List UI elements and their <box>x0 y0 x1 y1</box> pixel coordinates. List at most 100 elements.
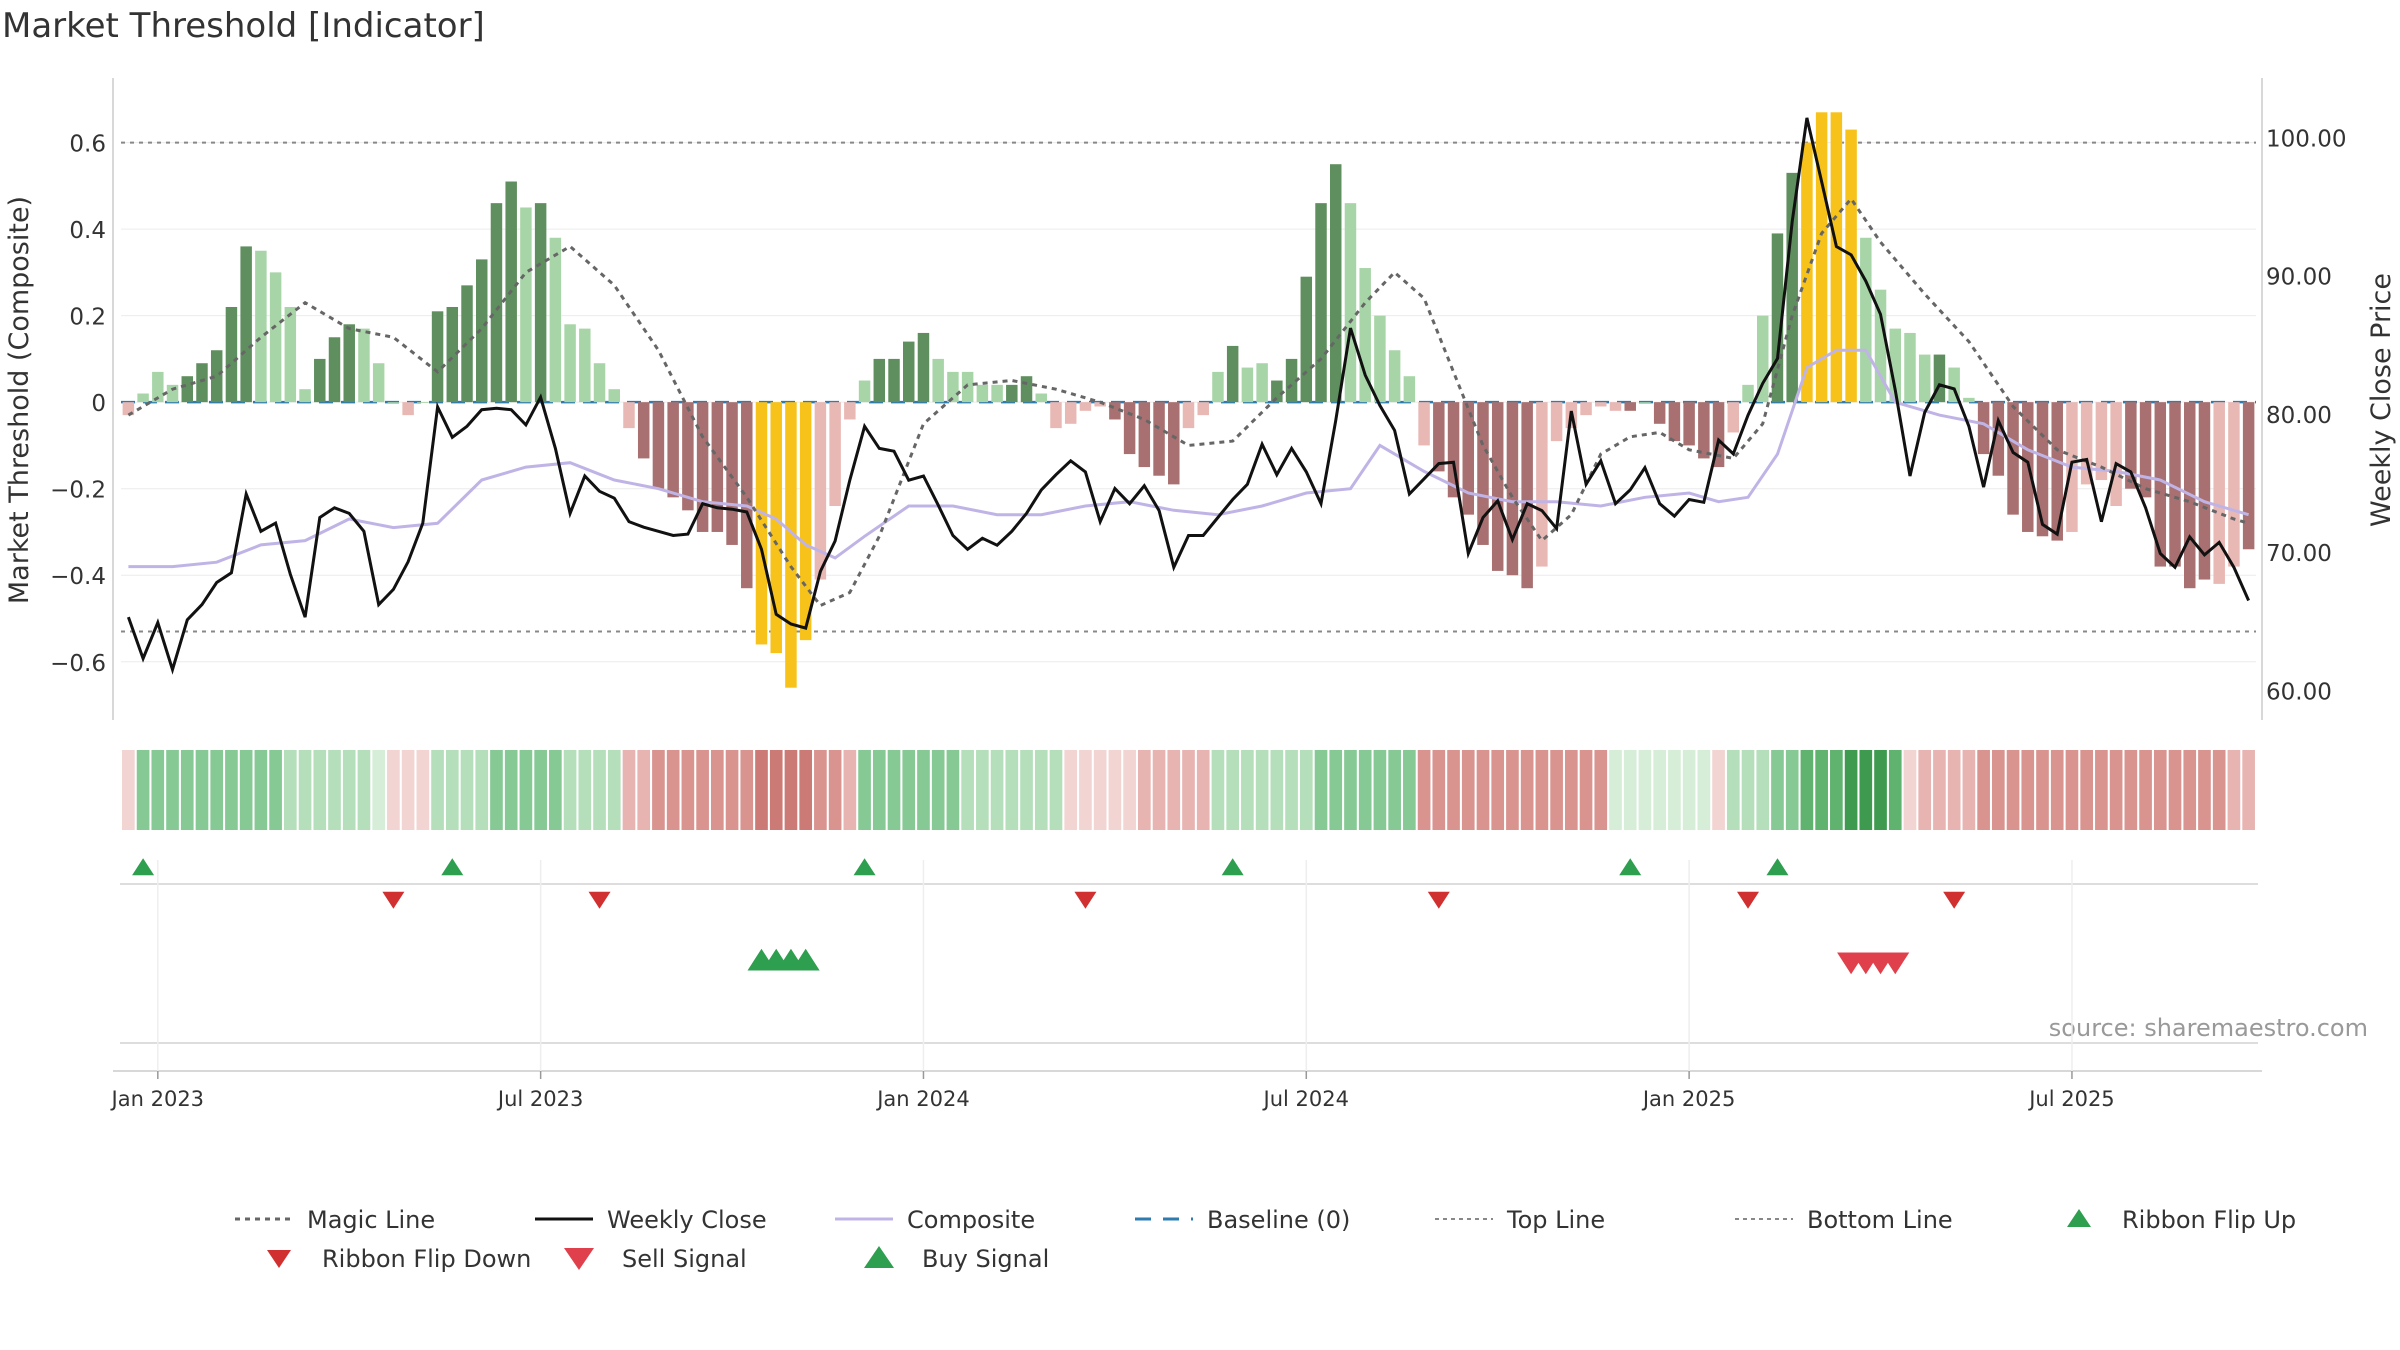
ribbon-segment <box>372 750 386 830</box>
sell-signal-marker <box>1881 952 1910 975</box>
legend-label: Sell Signal <box>622 1245 747 1273</box>
composite-bar <box>1860 237 1872 403</box>
composite-bar <box>1992 402 2005 476</box>
composite-bar <box>1462 402 1475 515</box>
ribbon-segment <box>1991 750 2005 830</box>
left-tick-label: 0.2 <box>69 305 106 331</box>
composite-bar <box>1212 371 1224 403</box>
ribbon-segment <box>2168 750 2182 830</box>
ribbon-segment <box>416 750 430 830</box>
ribbon-segment <box>1123 750 1136 830</box>
composite-bar <box>343 324 355 403</box>
composite-bar <box>564 324 576 403</box>
left-tick-label: −0.2 <box>50 478 106 504</box>
composite-bar <box>2007 402 2019 515</box>
left-tick-label: −0.4 <box>50 564 106 590</box>
legend: Magic Line Weekly Close Composite Baseline … <box>235 1206 2296 1273</box>
composite-bar <box>1433 402 1445 472</box>
left-tick-label: 0.4 <box>69 218 106 244</box>
composite-bar <box>1874 289 1887 403</box>
composite-bar <box>1447 402 1460 498</box>
composite-bar <box>1712 402 1725 468</box>
ribbon-segment <box>254 750 268 830</box>
ribbon-segment <box>1034 750 1048 830</box>
composite-bar <box>122 402 135 416</box>
ribbon-segment <box>1329 750 1343 830</box>
ribbon-segment <box>1962 750 1976 830</box>
ribbon-segment <box>269 750 282 830</box>
ribbon-segment <box>2021 750 2035 830</box>
ribbon-segment <box>769 750 783 830</box>
ribbon-segment <box>357 750 371 830</box>
composite-bar <box>2095 402 2108 481</box>
composite-bar <box>1094 402 1106 407</box>
composite-bar <box>210 350 223 403</box>
composite-bar <box>1506 402 1519 576</box>
composite-bar <box>1918 354 1931 403</box>
composite-bar <box>181 376 194 403</box>
composite-bar <box>1182 402 1195 429</box>
ribbon-segment <box>210 750 224 830</box>
ribbon-segment <box>1447 750 1460 830</box>
composite-bar <box>1153 402 1165 476</box>
ribbon-segment <box>1432 750 1446 830</box>
ribbon-segment <box>1417 750 1431 830</box>
legend-label: Baseline (0) <box>1207 1206 1350 1234</box>
ribbon-segment <box>2095 750 2108 830</box>
ribbon-segment <box>2212 750 2226 830</box>
ribbon-segment <box>1741 750 1755 830</box>
composite-bar <box>637 402 650 459</box>
ribbon-segment <box>1830 750 1843 830</box>
composite-bar <box>1006 384 1018 403</box>
ribbon-segment <box>902 750 916 830</box>
composite-bar <box>314 358 326 403</box>
ribbon-segment <box>1079 750 1092 830</box>
composite-bar <box>1491 402 1504 571</box>
composite-bar <box>652 402 665 489</box>
ribbon-segment <box>1977 750 1990 830</box>
composite-bar <box>1580 402 1592 416</box>
ribbon-segment <box>725 750 739 830</box>
composite-bar <box>284 306 297 403</box>
composite-bar <box>593 363 606 403</box>
x-tick-label: Jul 2024 <box>1262 1087 1349 1111</box>
legend-label: Top Line <box>1506 1206 1605 1234</box>
trend-ribbon <box>122 750 2255 830</box>
ribbon-segment <box>313 750 327 830</box>
ribbon-segment <box>1888 750 1902 830</box>
left-tick-label: 0 <box>91 391 106 417</box>
chart-title: Market Threshold [Indicator] <box>2 6 485 46</box>
ribbon-segment <box>1461 750 1475 830</box>
ribbon-segment <box>1373 750 1387 830</box>
composite-bar <box>1904 332 1916 403</box>
composite-bar <box>1388 350 1401 403</box>
ribbon-segment <box>2183 750 2197 830</box>
right-tick-label: 90.00 <box>2266 265 2332 291</box>
ribbon-segment <box>1182 750 1195 830</box>
composite-bar <box>1933 354 1946 403</box>
composite-bar <box>255 250 267 403</box>
ribbon-segment <box>2109 750 2123 830</box>
composite-bar <box>1639 402 1651 403</box>
ribbon-segment <box>1241 750 1254 830</box>
ribbon-segment <box>1653 750 1667 830</box>
ribbon-segment <box>239 750 253 830</box>
composite-bar <box>1359 268 1371 403</box>
composite-bar <box>1786 172 1798 403</box>
composite-bar <box>741 402 753 589</box>
ribbon-segment <box>858 750 871 830</box>
composite-bar <box>2198 402 2211 580</box>
ribbon-segment <box>549 750 562 830</box>
ribbon-segment <box>1844 750 1858 830</box>
composite-bar <box>137 393 149 403</box>
ribbon-segment <box>431 750 444 830</box>
composite-bar <box>2051 402 2063 541</box>
composite-bar <box>2242 402 2255 550</box>
legend-label: Ribbon Flip Up <box>2122 1206 2296 1234</box>
ribbon-segment <box>122 750 135 830</box>
ribbon-flip-up-marker <box>1221 858 1244 876</box>
ribbon-segment <box>917 750 930 830</box>
composite-bar <box>2036 402 2049 537</box>
legend-swatch-sell <box>564 1248 594 1270</box>
